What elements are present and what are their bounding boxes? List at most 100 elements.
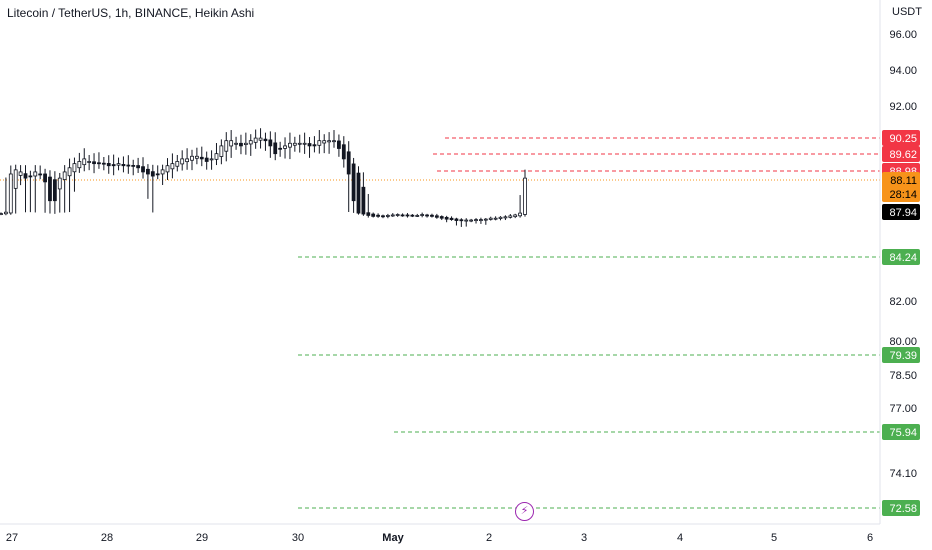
candle-body (425, 214, 429, 217)
candle-body (170, 163, 175, 170)
candle-body (209, 158, 214, 161)
candle-body (263, 138, 268, 142)
candle-body (454, 218, 459, 221)
candle-body (165, 165, 170, 173)
candle-body (439, 216, 444, 219)
candle-body (498, 216, 503, 219)
candle-body (493, 217, 498, 220)
candle-body (337, 140, 341, 149)
price-badges: 90.2589.6288.9888.1128:1487.9484.2479.39… (882, 130, 920, 516)
candle-body (82, 158, 87, 166)
lightning-icon[interactable]: ⚡ (515, 502, 534, 521)
candle-body (194, 155, 199, 159)
support-badge (882, 500, 920, 516)
candle-body (523, 177, 527, 215)
candle-body (175, 161, 180, 167)
candle-body (92, 161, 96, 165)
resistance-badge (882, 146, 920, 162)
candle-body (204, 157, 209, 162)
candle-body (97, 162, 101, 165)
price-tick-label: 74.10 (889, 468, 917, 480)
time-tick-label: 29 (196, 532, 208, 544)
candle-body (185, 158, 189, 163)
support-badge-label: 84.24 (889, 252, 917, 264)
candle-body (322, 140, 327, 144)
candle-body (38, 173, 43, 176)
candle-body (385, 215, 390, 217)
candle-body (234, 142, 238, 145)
candle-body (229, 140, 234, 147)
time-tick-label: 27 (6, 532, 18, 544)
candle-body (395, 214, 400, 216)
candle-body (479, 219, 483, 222)
candle-body (508, 215, 513, 218)
support-badge-label: 75.94 (889, 427, 917, 439)
candle-body (248, 140, 253, 145)
candles (0, 128, 527, 227)
support-badge-label: 79.39 (889, 350, 917, 362)
candle-body (141, 166, 145, 173)
support-badge (882, 347, 920, 363)
candle-body (253, 137, 258, 143)
candle-body (3, 211, 8, 215)
price-axis: 96.00 94.00 92.00 82.00 80.00 78.50 77.00 74.10 (889, 29, 917, 480)
candle-body (356, 172, 361, 214)
candle-body (48, 176, 52, 202)
candle-body (67, 167, 72, 177)
support-badge (882, 249, 920, 265)
resistance-badge (882, 130, 920, 146)
candle-body (33, 171, 38, 177)
candle-body (43, 173, 47, 183)
candle-body (126, 164, 131, 167)
candle-body (351, 163, 356, 202)
candle-body (278, 147, 283, 150)
candle-body (111, 164, 116, 167)
currency-label: USDT (892, 6, 922, 18)
price-tick-label: 94.00 (889, 65, 917, 77)
current-price-badge (882, 172, 920, 202)
candle-body (366, 212, 371, 216)
candle-body (106, 163, 111, 167)
candle-body (146, 168, 150, 175)
candle-body (28, 175, 33, 178)
candle-body (327, 140, 332, 143)
candle-body (371, 213, 376, 217)
candle-body (8, 173, 13, 214)
candle-body (62, 171, 67, 180)
candle-body (513, 214, 518, 218)
candle-body (449, 217, 454, 221)
time-tick-label: 30 (292, 532, 304, 544)
candle-body (444, 216, 449, 220)
candle-body (361, 186, 366, 215)
time-tick-label: 3 (581, 532, 587, 544)
candle-body (400, 214, 405, 217)
candle-body (116, 163, 121, 166)
candle-body (23, 173, 28, 179)
candle-body (518, 212, 523, 217)
level-lines (298, 137, 880, 509)
candle-body (239, 142, 243, 147)
candle-body (214, 153, 219, 160)
candle-body (258, 137, 263, 141)
time-tick-label: 4 (677, 532, 683, 544)
candle-body (292, 142, 297, 146)
time-tick-label: 2 (486, 532, 492, 544)
candle-body (430, 214, 434, 217)
candle-body (488, 217, 493, 220)
candle-body (332, 140, 336, 143)
candle-body (121, 164, 126, 167)
candle-body (459, 219, 464, 222)
candle-body (268, 139, 273, 147)
candle-body (13, 169, 18, 189)
price-tick-label: 82.00 (889, 296, 917, 308)
candle-body (346, 151, 351, 175)
candle-body (219, 145, 224, 157)
candle-body (405, 214, 410, 217)
last-close-badge-label: 87.94 (889, 207, 917, 219)
candle-body (273, 142, 278, 155)
candle-body (307, 143, 312, 147)
support-badge-label: 72.58 (889, 503, 917, 515)
candle-body (283, 145, 287, 149)
resistance-badge-label: 90.25 (889, 133, 917, 145)
